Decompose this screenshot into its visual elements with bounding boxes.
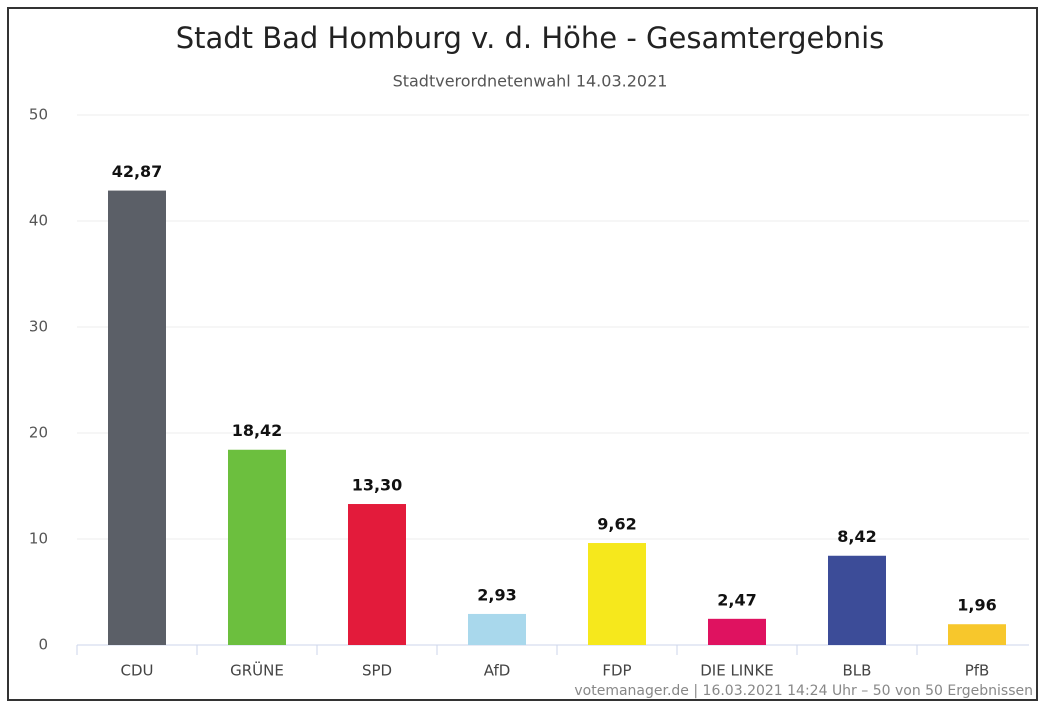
x-tick-label: AfD [484, 662, 511, 680]
data-label: 2,47 [717, 590, 756, 609]
bar [228, 449, 286, 645]
data-label: 42,87 [112, 162, 163, 181]
bar [348, 504, 406, 645]
x-tick-label: BLB [843, 662, 872, 680]
data-label: 18,42 [232, 421, 283, 440]
x-tick-label: CDU [120, 662, 153, 680]
data-label: 8,42 [837, 527, 876, 546]
chart-title: Stadt Bad Homburg v. d. Höhe - Gesamterg… [176, 21, 885, 55]
data-label: 13,30 [352, 476, 403, 495]
y-tick-label: 40 [29, 212, 48, 230]
bar [108, 190, 166, 645]
bar [948, 624, 1006, 645]
bar [708, 618, 766, 645]
x-tick-label: DIE LINKE [700, 662, 774, 680]
x-tick-label: FDP [602, 662, 631, 680]
y-tick-label: 10 [29, 530, 48, 548]
y-tick-label: 50 [29, 106, 48, 124]
data-label: 1,96 [957, 596, 996, 615]
chart-subtitle: Stadtverordnetenwahl 14.03.2021 [393, 72, 668, 91]
x-tick-label: GRÜNE [230, 661, 284, 680]
x-tick-label: SPD [362, 662, 392, 680]
credit: votemanager.de | 16.03.2021 14:24 Uhr – … [574, 683, 1033, 699]
bar [828, 555, 886, 645]
bar [588, 543, 646, 645]
bar [468, 613, 526, 645]
data-label: 9,62 [597, 515, 636, 534]
y-tick-label: 0 [38, 636, 48, 654]
x-tick-label: PfB [965, 662, 990, 680]
data-label: 2,93 [477, 585, 516, 604]
y-tick-label: 20 [29, 424, 48, 442]
y-tick-label: 30 [29, 318, 48, 336]
